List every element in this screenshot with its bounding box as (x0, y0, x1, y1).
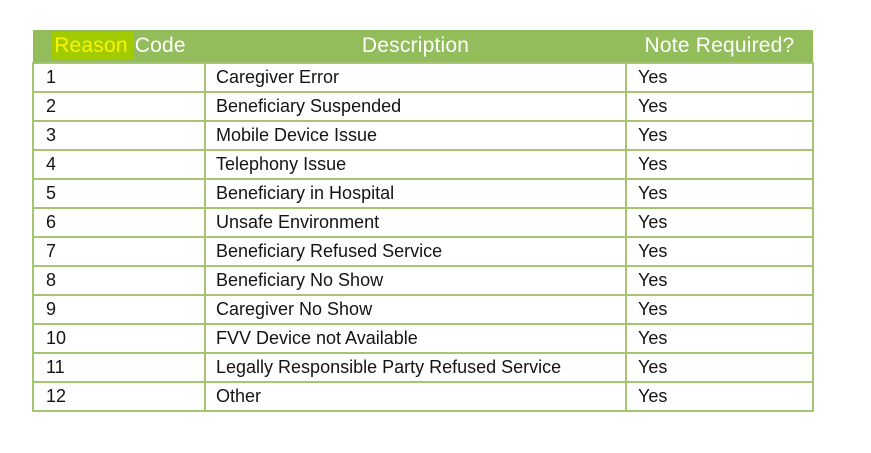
table-row: 6 Unsafe Environment Yes (32, 207, 814, 238)
cell-description: Other (204, 381, 627, 412)
cell-note-required: Yes (625, 381, 814, 412)
table-row: 2 Beneficiary Suspended Yes (32, 91, 814, 122)
cell-note-required: Yes (625, 120, 814, 151)
cell-note-required: Yes (625, 178, 814, 209)
table-row: 4 Telephony Issue Yes (32, 149, 814, 180)
cell-code: 3 (32, 120, 206, 151)
cell-code: 12 (32, 381, 206, 412)
cell-code: 6 (32, 207, 206, 238)
header-reason-code: Reason Code (33, 30, 205, 63)
cell-code: 4 (32, 149, 206, 180)
cell-note-required: Yes (625, 352, 814, 383)
cell-note-required: Yes (625, 294, 814, 325)
cell-description: FVV Device not Available (204, 323, 627, 354)
table-row: 3 Mobile Device Issue Yes (32, 120, 814, 151)
table-row: 9 Caregiver No Show Yes (32, 294, 814, 325)
table-body: 1 Caregiver Error Yes 2 Beneficiary Susp… (32, 62, 814, 412)
header-reason-code-rest: Code (134, 34, 186, 57)
table-row: 12 Other Yes (32, 381, 814, 412)
cell-description: Legally Responsible Party Refused Servic… (204, 352, 627, 383)
table-row: 10 FVV Device not Available Yes (32, 323, 814, 354)
table-row: 7 Beneficiary Refused Service Yes (32, 236, 814, 267)
search-highlight: Reason (52, 32, 133, 60)
cell-note-required: Yes (625, 323, 814, 354)
header-row: Reason Code Description Note Required? (33, 30, 813, 63)
cell-description: Telephony Issue (204, 149, 627, 180)
reason-codes-table: Reason Code Description Note Required? 1 … (32, 30, 814, 412)
cell-description: Mobile Device Issue (204, 120, 627, 151)
cell-description: Beneficiary Refused Service (204, 236, 627, 267)
header-note-required: Note Required? (626, 30, 813, 63)
cell-description: Unsafe Environment (204, 207, 627, 238)
header-description: Description (205, 30, 626, 63)
cell-description: Caregiver No Show (204, 294, 627, 325)
cell-description: Beneficiary in Hospital (204, 178, 627, 209)
cell-note-required: Yes (625, 149, 814, 180)
cell-code: 5 (32, 178, 206, 209)
cell-code: 9 (32, 294, 206, 325)
cell-code: 7 (32, 236, 206, 267)
cell-code: 8 (32, 265, 206, 296)
cell-description: Caregiver Error (204, 62, 627, 93)
cell-note-required: Yes (625, 265, 814, 296)
cell-description: Beneficiary No Show (204, 265, 627, 296)
table-row: 1 Caregiver Error Yes (32, 62, 814, 93)
cell-note-required: Yes (625, 236, 814, 267)
cell-note-required: Yes (625, 207, 814, 238)
cell-note-required: Yes (625, 62, 814, 93)
cell-note-required: Yes (625, 91, 814, 122)
cell-code: 1 (32, 62, 206, 93)
cell-description: Beneficiary Suspended (204, 91, 627, 122)
table-row: 8 Beneficiary No Show Yes (32, 265, 814, 296)
cell-code: 11 (32, 352, 206, 383)
cell-code: 2 (32, 91, 206, 122)
table-row: 11 Legally Responsible Party Refused Ser… (32, 352, 814, 383)
table-row: 5 Beneficiary in Hospital Yes (32, 178, 814, 209)
cell-code: 10 (32, 323, 206, 354)
